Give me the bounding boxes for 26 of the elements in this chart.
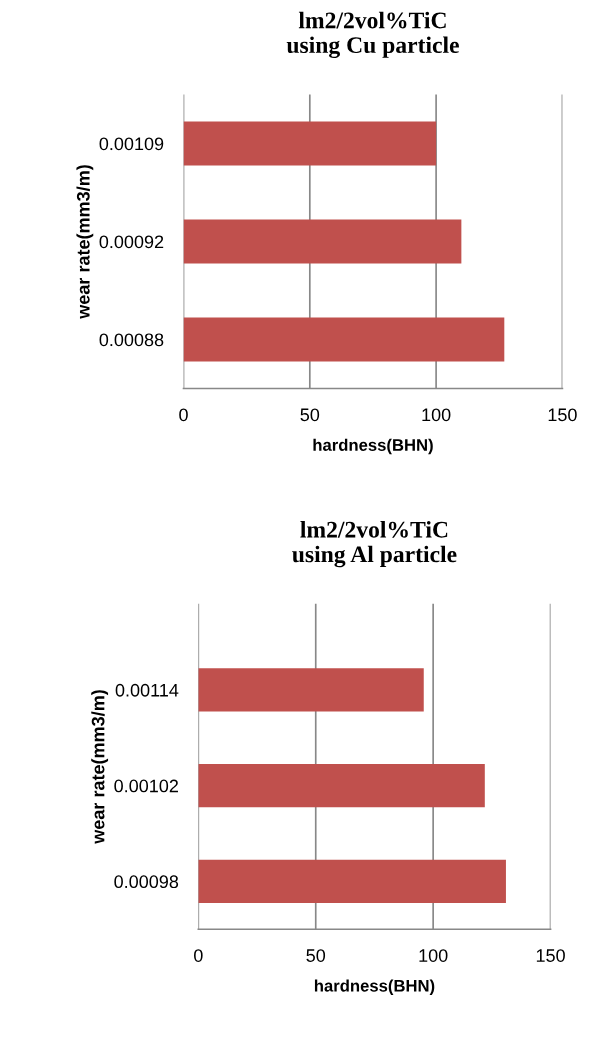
bar xyxy=(183,121,437,166)
x-tick-label: 150 xyxy=(536,949,565,962)
y-tick-label: 0.00092 xyxy=(99,235,164,249)
x-tick-label: 0 xyxy=(194,949,203,962)
y-tick-label: 0.00098 xyxy=(114,875,179,889)
bar xyxy=(183,317,505,362)
y-axis-title: wear rate(mm3/m) xyxy=(76,165,94,319)
y-tick-label: 0.00109 xyxy=(99,137,164,151)
y-tick-label: 0.00102 xyxy=(114,779,178,793)
x-tick-label: 100 xyxy=(422,408,451,422)
y-axis-title: wear rate(mm3/m) xyxy=(91,690,109,844)
bar xyxy=(198,668,424,712)
x-tick-label: 50 xyxy=(300,408,320,422)
x-tick-label: 150 xyxy=(548,408,577,422)
chart-title: lm2/2vol%TiC using Al particle xyxy=(292,521,457,568)
bar xyxy=(198,764,485,808)
y-tick-label: 0.00088 xyxy=(99,333,164,347)
x-tick-label: 100 xyxy=(419,949,448,962)
x-tick-label: 0 xyxy=(179,408,188,422)
y-tick-label: 0.00114 xyxy=(115,683,179,697)
chart-title: lm2/2vol%TiC using Cu particle xyxy=(286,11,459,59)
bar xyxy=(183,219,462,264)
x-axis-title: hardness(BHN) xyxy=(313,438,433,455)
bar xyxy=(198,859,506,903)
x-axis-title: hardness(BHN) xyxy=(314,979,435,995)
x-tick-label: 50 xyxy=(306,949,326,962)
